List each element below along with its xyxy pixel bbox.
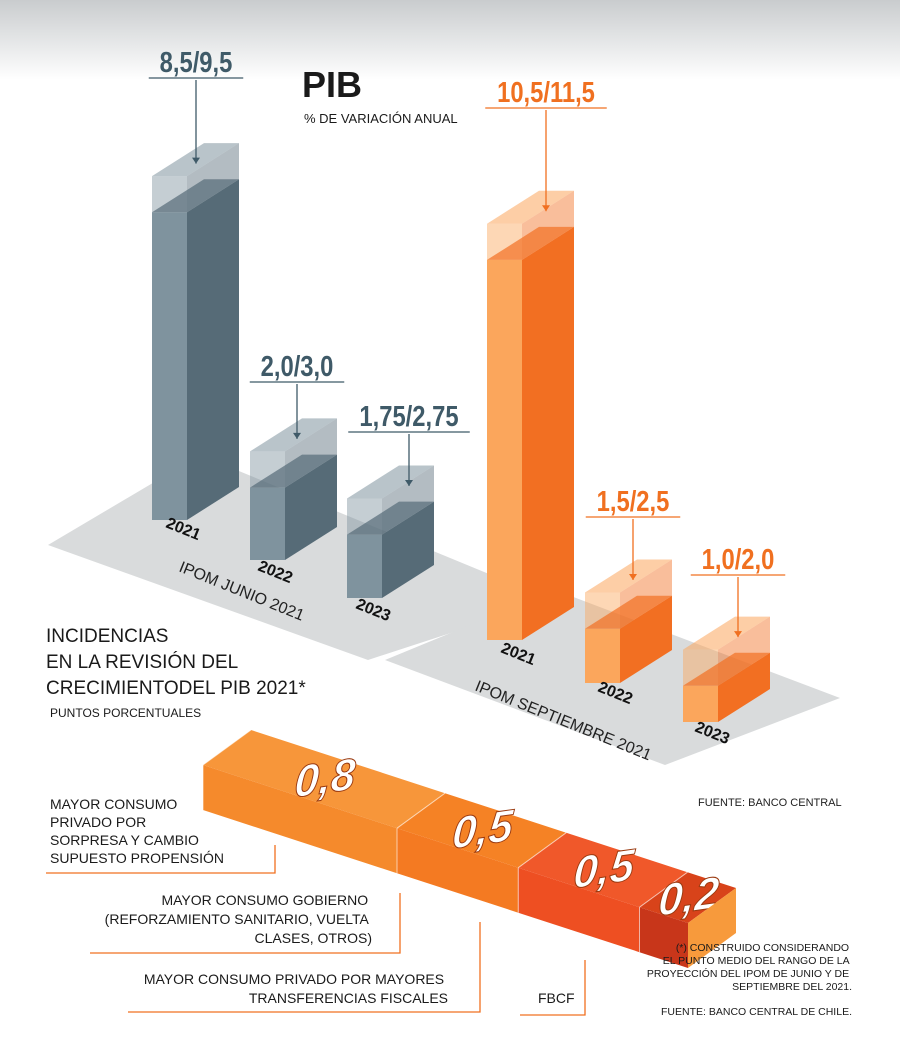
pib-title: PIB [302, 64, 362, 105]
bar-solid-front [152, 212, 187, 521]
note-line-2: EL PUNTO MEDIO DEL RANGO DE LA [663, 955, 850, 967]
category-label-1-line-3: SORPRESA Y CAMBIO [50, 832, 199, 848]
value-label-septiembre-2023: 1,0/2,0 [702, 543, 775, 576]
value-label-arrow-head [542, 205, 550, 212]
bar-solid-front [347, 534, 382, 598]
incidencias-slab: 0,80,50,5 0,2 [202, 729, 736, 968]
pib-subtitle: % DE VARIACIÓN ANUAL [304, 111, 458, 126]
category-label-1-line-2: PRIVADO POR [50, 814, 146, 830]
slab-segment-2: 0,5 [396, 792, 567, 913]
incidencias-source: FUENTE: BANCO CENTRAL DE CHILE. [661, 1006, 852, 1018]
category-label-1-line-4: SUPUESTO PROPENSIÓN [50, 850, 224, 866]
slab-divider-top [396, 792, 446, 829]
category-label-3-line-1: MAYOR CONSUMO PRIVADO POR MAYORES [144, 971, 444, 987]
category-label-3: MAYOR CONSUMO PRIVADO POR MAYORES TRANSF… [144, 971, 448, 1006]
bars-layer [152, 143, 770, 722]
bar-septiembre-2022 [585, 559, 672, 683]
category-label-1-line-1: MAYOR CONSUMO [50, 796, 177, 812]
incidencias-title-line-3: CRECIMIENTODEL PIB 2021* [46, 678, 306, 699]
bar-solid-side [382, 501, 434, 598]
bar-range-top [250, 418, 337, 452]
note-line-4: SEPTIEMBRE DEL 2021. [732, 981, 852, 993]
value-label-junio-2023: 1,75/2,75 [359, 400, 458, 433]
slab-divider-top [639, 871, 688, 908]
slab-end-cap [688, 888, 736, 968]
slab-divider-top [517, 832, 567, 869]
slab-segment-1: 0,8 [202, 729, 445, 874]
category-label-2-line-3: CLASES, OTROS) [255, 930, 372, 946]
bar-level-top [250, 454, 337, 488]
bar-range-top [487, 190, 574, 224]
callout-cat3 [128, 922, 481, 1013]
slab-front-face [203, 765, 397, 874]
callout-cat2 [90, 893, 401, 954]
bar-solid-front [250, 487, 285, 560]
value-label-junio-2022: 2,0/3,0 [261, 350, 334, 383]
slab-value-label-2: 0,5 [451, 801, 516, 859]
value-label-arrow-head [192, 157, 200, 164]
incidencias-title-line-2: EN LA REVISIÓN DEL [46, 651, 238, 673]
bar-junio-2023 [347, 465, 434, 598]
bar-solid-side [285, 454, 337, 560]
bar-range-top [585, 559, 672, 593]
bar-solid-side [718, 652, 770, 722]
slab-front-face [639, 907, 688, 968]
slab-top-face [518, 832, 688, 908]
bar-level-top [487, 226, 574, 260]
slab-value-label-1: 0,8 [293, 749, 357, 807]
value-label-arrow-head [734, 631, 742, 638]
callout-lines [46, 845, 586, 1016]
category-label-1: MAYOR CONSUMO PRIVADO POR SORPRESA Y CAM… [50, 796, 224, 866]
value-labels: 8,5/9,5 2,0/3,0 1,75/2,75 10,5/11,5 1,5/2,5 1… [148, 46, 786, 638]
category-label-3-line-2: TRANSFERENCIAS FISCALES [249, 990, 448, 1006]
category-label-2: MAYOR CONSUMO GOBIERNO (REFORZAMIENTO SA… [105, 892, 372, 946]
slab-divider-top [202, 729, 252, 766]
bar-level-top [683, 652, 770, 686]
bar-level-top [347, 501, 434, 535]
incidencias-title-line-1: INCIDENCIAS [46, 626, 168, 647]
bar-junio-2021 [152, 143, 239, 521]
value-label-arrow-head [629, 574, 637, 580]
slab-top-face [397, 793, 567, 868]
value-label-arrow-head [293, 432, 301, 439]
bar-septiembre-2021 [487, 190, 574, 640]
bar-junio-2022 [250, 418, 337, 560]
slab-top-face [203, 730, 445, 829]
pib-source: FUENTE: BANCO CENTRAL [698, 797, 842, 809]
bar-level-top [152, 179, 239, 213]
callout-cat1 [46, 845, 276, 874]
slab-top-face [639, 872, 736, 923]
bar-solid-side [620, 595, 672, 683]
top-gradient-band [0, 0, 900, 80]
bar-solid-front [487, 259, 522, 640]
bar-solid-front [683, 685, 718, 722]
bar-solid-front [585, 628, 620, 683]
bar-septiembre-2023 [683, 616, 770, 722]
category-label-2-line-1: MAYOR CONSUMO GOBIERNO [161, 892, 368, 908]
bar-range-top [683, 616, 770, 650]
slab-front-face [397, 828, 519, 913]
value-label-arrow-head [405, 479, 413, 486]
value-label-septiembre-2021: 10,5/11,5 [497, 76, 595, 109]
incidencias-note: (*) CONSTRUIDO CONSIDERANDO EL PUNTO MED… [647, 942, 852, 993]
callout-cat4 [520, 960, 586, 1016]
category-label-4: FBCF [538, 990, 575, 1006]
slab-front-face [518, 867, 640, 953]
category-label-2-line-2: (REFORZAMIENTO SANITARIO, VUELTA [105, 911, 370, 927]
bar-range-top [347, 465, 434, 499]
value-label-junio-2021: 8,5/9,5 [160, 46, 233, 79]
bar-level-top [585, 595, 672, 629]
value-label-septiembre-2022: 1,5/2,5 [597, 485, 670, 518]
note-line-1: (*) CONSTRUIDO CONSIDERANDO [676, 942, 849, 954]
slab-value-label-3: 0,5 [572, 840, 637, 898]
incidencias-subtitle: PUNTOS PORCENTUALES [50, 706, 201, 720]
bar-solid-side [522, 226, 574, 640]
bar-solid-side [187, 179, 239, 521]
note-line-3: PROYECCIÓN DEL IPOM DE JUNIO Y DE [647, 967, 849, 980]
slab-segment-3: 0,5 [517, 832, 688, 953]
